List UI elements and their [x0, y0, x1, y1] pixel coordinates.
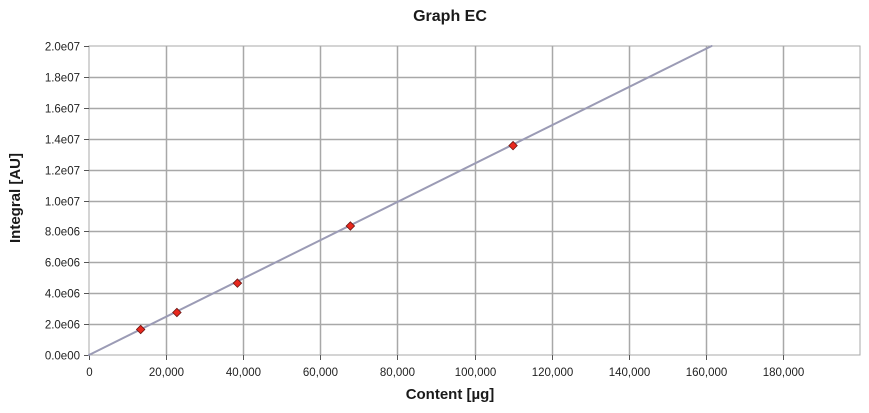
fit-line — [88, 45, 713, 356]
y-tick-label: 1.0e07 — [45, 197, 80, 209]
data-point — [508, 140, 518, 151]
y-tick-label: 2.0e07 — [45, 42, 80, 54]
x-tick-label: 60,000 — [303, 367, 338, 379]
y-tick-label: 4.0e06 — [45, 289, 80, 301]
x-tick-label: 100,000 — [455, 367, 497, 379]
x-tick-label: 20,000 — [149, 367, 184, 379]
plot-frame — [88, 45, 861, 356]
y-tick-label: 6.0e06 — [45, 258, 80, 270]
y-tick-label: 1.2e07 — [45, 166, 80, 178]
x-axis-label: Content [µg] — [406, 386, 495, 403]
chart-title: Graph EC — [413, 8, 487, 25]
axis-ticks: 0 20,000 40,000 60,000 80,000 100,000 120,000 1… — [45, 42, 804, 380]
x-tick-label: 140,000 — [609, 367, 651, 379]
data-point — [345, 221, 356, 231]
x-tick-label: 160,000 — [686, 367, 728, 379]
y-tick-label: 2.0e06 — [45, 320, 80, 332]
plot-background — [89, 46, 860, 355]
data-points — [135, 140, 518, 335]
y-tick-label: 8.0e06 — [45, 227, 80, 239]
data-point — [135, 324, 146, 335]
fit-line-layer — [88, 45, 713, 356]
data-point — [232, 278, 243, 288]
y-tick-label: 1.6e07 — [45, 104, 80, 116]
y-tick-label: 1.8e07 — [45, 73, 80, 85]
data-point — [172, 307, 182, 318]
x-tick-label: 0 — [86, 367, 92, 379]
grid-lines — [89, 46, 860, 355]
x-tick-label: 180,000 — [763, 367, 805, 379]
y-tick-label: 0.0e00 — [45, 351, 80, 363]
x-tick-label: 80,000 — [380, 367, 415, 379]
y-tick-label: 1.4e07 — [45, 135, 80, 147]
x-tick-label: 40,000 — [226, 367, 261, 379]
x-tick-label: 120,000 — [532, 367, 574, 379]
y-axis-label: Integral [AU] — [7, 153, 24, 243]
